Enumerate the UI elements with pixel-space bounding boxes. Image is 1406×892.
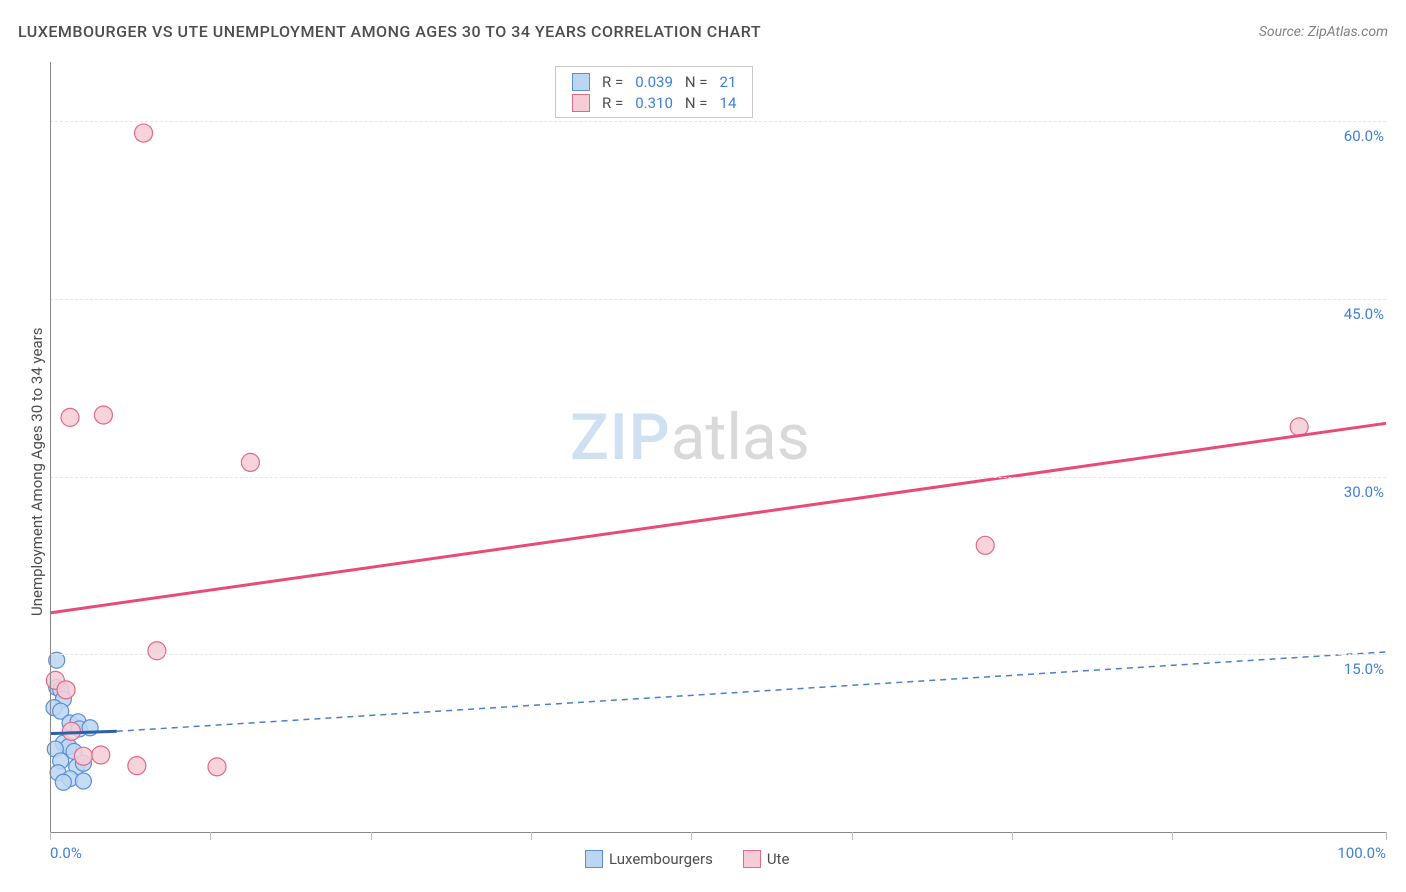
legend-item-luxembourgers: Luxembourgers bbox=[585, 850, 713, 868]
source-attribution: Source: ZipAtlas.com bbox=[1259, 24, 1388, 40]
chart-area: ZIPatlas 15.0%30.0%45.0%60.0%0.0%100.0% bbox=[50, 62, 1386, 832]
trend-line bbox=[50, 423, 1386, 613]
x-tick bbox=[50, 832, 51, 840]
n-label: N = bbox=[679, 71, 714, 92]
source-prefix: Source: bbox=[1259, 24, 1308, 40]
scatter-plot bbox=[50, 62, 1386, 832]
x-tick-label: 0.0% bbox=[50, 844, 82, 862]
series-legend: Luxembourgers Ute bbox=[585, 850, 789, 868]
data-point-ute bbox=[57, 681, 75, 699]
stats-legend: R =0.039N =21R =0.310N =14 bbox=[555, 66, 753, 118]
trend-line bbox=[50, 731, 117, 733]
data-point-ute bbox=[92, 746, 110, 764]
source-name: ZipAtlas.com bbox=[1308, 24, 1388, 40]
x-tick bbox=[1386, 832, 1387, 840]
data-point-ute bbox=[148, 642, 166, 660]
r-value: 0.039 bbox=[629, 71, 679, 92]
swatch-ute bbox=[743, 850, 761, 868]
x-tick-label: 100.0% bbox=[1337, 844, 1386, 862]
x-axis-line bbox=[50, 832, 1386, 833]
y-axis-line bbox=[50, 62, 51, 832]
legend-label: Ute bbox=[767, 850, 790, 868]
gridline bbox=[50, 477, 1386, 478]
y-tick-label: 45.0% bbox=[1344, 305, 1384, 323]
legend-label: Luxembourgers bbox=[609, 850, 713, 868]
x-tick bbox=[210, 832, 211, 840]
data-point-ute bbox=[1290, 418, 1308, 436]
r-value: 0.310 bbox=[629, 92, 679, 113]
swatch-luxembourgers bbox=[572, 73, 590, 91]
n-value: 21 bbox=[714, 71, 743, 92]
x-tick bbox=[691, 832, 692, 840]
x-tick bbox=[1012, 832, 1013, 840]
x-tick bbox=[371, 832, 372, 840]
stats-tbody: R =0.039N =21R =0.310N =14 bbox=[566, 71, 742, 113]
data-point-ute bbox=[208, 758, 226, 776]
y-tick-label: 15.0% bbox=[1344, 660, 1384, 678]
y-tick-label: 30.0% bbox=[1344, 483, 1384, 501]
data-point-ute bbox=[976, 536, 994, 554]
swatch-ute bbox=[572, 94, 590, 112]
chart-title: LUXEMBOURGER VS UTE UNEMPLOYMENT AMONG A… bbox=[18, 22, 761, 41]
data-point-ute bbox=[94, 406, 112, 424]
data-point-ute bbox=[61, 408, 79, 426]
y-tick-label: 60.0% bbox=[1344, 127, 1384, 145]
y-axis-label: Unemployment Among Ages 30 to 34 years bbox=[28, 328, 46, 616]
x-tick bbox=[531, 832, 532, 840]
gridline bbox=[50, 654, 1386, 655]
r-label: R = bbox=[596, 71, 629, 92]
data-point-luxembourgers bbox=[55, 774, 71, 790]
n-value: 14 bbox=[714, 92, 743, 113]
trend-line bbox=[117, 652, 1386, 731]
data-point-ute bbox=[128, 757, 146, 775]
swatch-luxembourgers bbox=[585, 850, 603, 868]
data-point-ute bbox=[74, 747, 92, 765]
legend-item-ute: Ute bbox=[743, 850, 790, 868]
x-tick bbox=[852, 832, 853, 840]
n-label: N = bbox=[679, 92, 714, 113]
stats-row-luxembourgers: R =0.039N =21 bbox=[566, 71, 742, 92]
x-tick bbox=[1172, 832, 1173, 840]
gridline bbox=[50, 299, 1386, 300]
data-point-ute bbox=[241, 453, 259, 471]
gridline bbox=[50, 121, 1386, 122]
stats-row-ute: R =0.310N =14 bbox=[566, 92, 742, 113]
data-point-ute bbox=[135, 124, 153, 142]
stats-table: R =0.039N =21R =0.310N =14 bbox=[566, 71, 742, 113]
data-point-luxembourgers bbox=[75, 773, 91, 789]
r-label: R = bbox=[596, 92, 629, 113]
